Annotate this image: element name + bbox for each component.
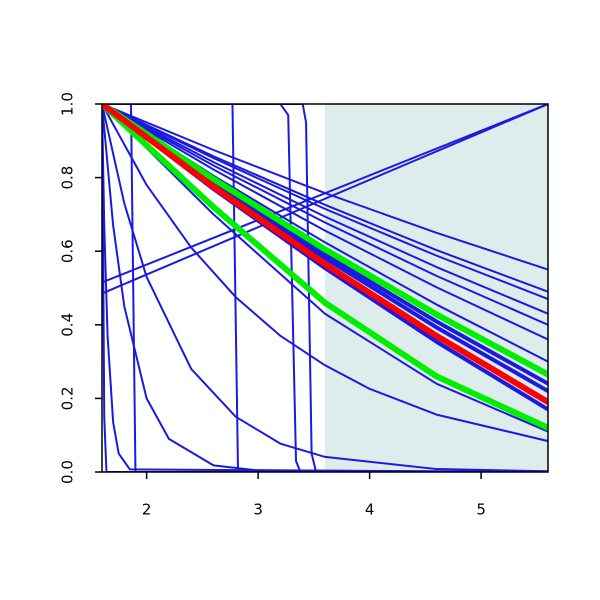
series-line [102, 104, 548, 326]
x-tick-label: 2 [142, 501, 152, 519]
y-tick-label: 0.8 [59, 166, 77, 190]
series-line [102, 104, 548, 433]
y-tick-label: 0.0 [59, 460, 77, 484]
y-tick-label: 0.2 [59, 386, 77, 410]
series-line [102, 104, 548, 472]
y-tick-label: 1.0 [59, 92, 77, 116]
y-tick-label: 0.6 [59, 239, 77, 263]
x-tick-label: 5 [476, 501, 486, 519]
plot-box [101, 103, 549, 473]
series-line [102, 104, 548, 284]
x-tick-label: 3 [253, 501, 263, 519]
series-line [102, 104, 548, 293]
series-line [102, 104, 548, 295]
lines-layer [102, 104, 548, 472]
series-line [102, 104, 548, 301]
axes-layer: 2 3 4 5 0.0 0.2 0.4 0.6 0.8 1.0 [59, 92, 549, 519]
series-line [102, 104, 548, 443]
series-line [102, 104, 548, 431]
series-line [102, 104, 548, 472]
series-line [102, 104, 548, 472]
x-tick-label: 4 [365, 501, 375, 519]
series-line [102, 104, 548, 315]
y-tick-label: 0.4 [59, 313, 77, 337]
series-line [102, 104, 548, 406]
series-line [102, 104, 548, 341]
series-line [102, 104, 548, 472]
series-line [102, 104, 548, 378]
